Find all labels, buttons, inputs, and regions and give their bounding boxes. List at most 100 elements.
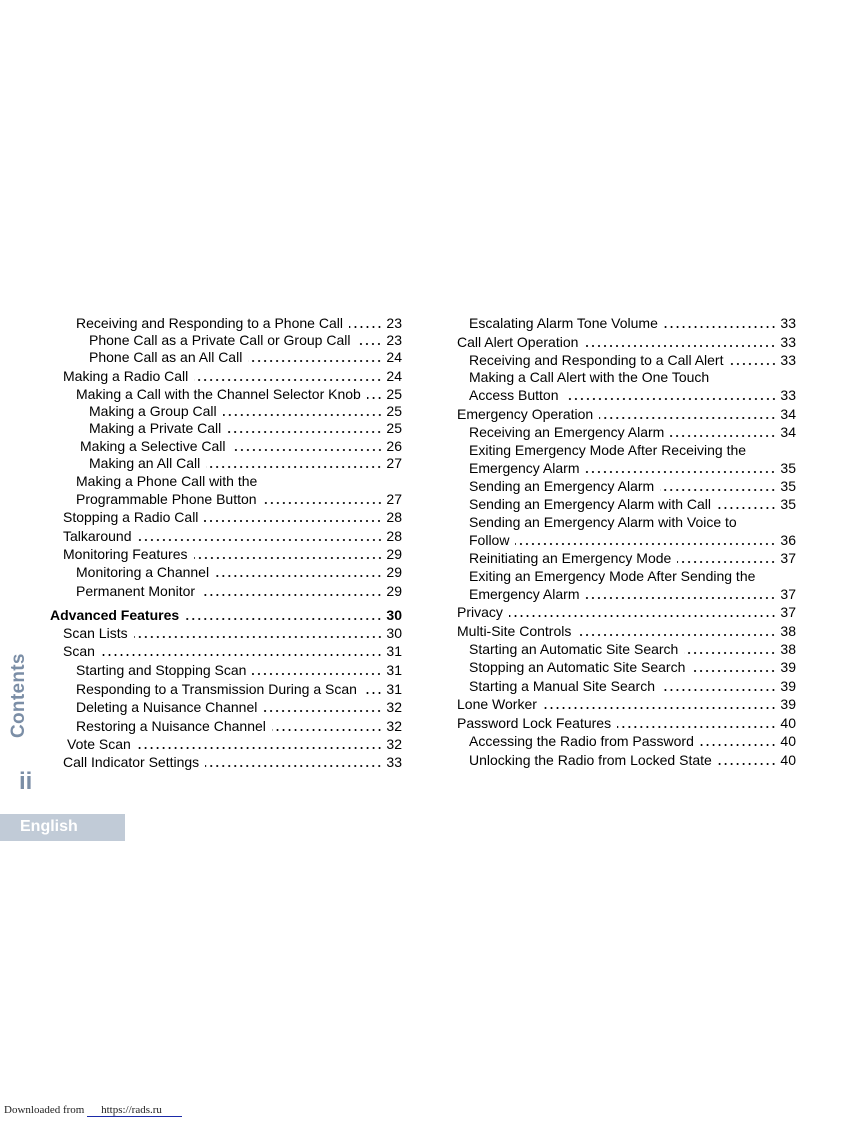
toc-entry[interactable]: Starting an Automatic Site Search 38 <box>469 641 796 658</box>
toc-entry[interactable]: Monitoring a Channel 29 <box>76 564 402 581</box>
toc-entry[interactable]: Phone Call as a Private Call or Group Ca… <box>89 332 402 349</box>
toc-entry[interactable]: Emergency Alarm 37 <box>469 586 796 603</box>
toc-entry[interactable]: Making a Selective Call 26 <box>80 438 402 455</box>
toc-entry[interactable]: Multi-Site Controls 38 <box>457 623 796 640</box>
dot-leader <box>263 699 383 716</box>
toc-entry[interactable]: Advanced Features 30 <box>50 607 402 624</box>
toc-entry-page: 25 <box>386 386 402 402</box>
toc-entry[interactable]: Making a Private Call 25 <box>89 420 402 437</box>
dot-leader <box>194 368 383 385</box>
toc-entry[interactable]: Emergency Operation 34 <box>457 406 796 423</box>
dot-leader <box>717 752 777 769</box>
dot-leader <box>136 736 383 753</box>
toc-entry[interactable]: Call Indicator Settings 33 <box>63 754 402 771</box>
toc-entry-title: Responding to a Transmission During a Sc… <box>76 681 357 697</box>
toc-entry[interactable]: Starting a Manual Site Search 39 <box>469 678 796 695</box>
toc-entry-title-line1[interactable]: Sending an Emergency Alarm with Voice to <box>469 514 737 530</box>
toc-entry[interactable]: Reinitiating an Emergency Mode 37 <box>469 550 796 567</box>
toc-entry[interactable]: Vote Scan 32 <box>67 736 402 753</box>
toc-entry-title: Starting and Stopping Scan <box>76 662 247 678</box>
toc-entry[interactable]: Sending an Emergency Alarm 35 <box>469 478 796 495</box>
toc-entry[interactable]: Talkaround 28 <box>63 528 402 545</box>
toc-entry-page: 31 <box>386 662 402 678</box>
toc-entry[interactable]: Escalating Alarm Tone Volume 33 <box>469 315 796 332</box>
toc-entry-title: Deleting a Nuisance Channel <box>76 699 258 715</box>
toc-entry-title-line1[interactable]: Exiting Emergency Mode After Receiving t… <box>469 442 747 458</box>
toc-entry-title-line1[interactable]: Making a Phone Call with the <box>76 473 258 489</box>
toc-entry-title: Advanced Features <box>50 607 180 623</box>
dot-leader <box>699 733 777 750</box>
toc-entry[interactable]: Stopping a Radio Call 28 <box>63 509 402 526</box>
dot-leader <box>717 496 777 513</box>
dot-leader <box>356 332 383 349</box>
language-tab: English <box>0 814 125 841</box>
toc-entry[interactable]: Access Button 33 <box>469 387 796 404</box>
toc-entry[interactable]: Privacy 37 <box>457 604 796 621</box>
toc-entry-page: 27 <box>386 455 402 471</box>
toc-entry-title: Scan Lists <box>63 625 128 641</box>
toc-entry-page: 40 <box>780 752 796 768</box>
dot-leader <box>729 352 777 369</box>
toc-entry-title: Multi-Site Controls <box>457 623 572 639</box>
toc-entry[interactable]: Permanent Monitor 29 <box>76 583 402 600</box>
toc-entry[interactable]: Making an All Call 27 <box>89 455 402 472</box>
dot-leader <box>691 659 777 676</box>
dot-leader <box>348 315 383 332</box>
toc-entry-page: 25 <box>386 403 402 419</box>
toc-entry[interactable]: Emergency Alarm 35 <box>469 460 796 477</box>
toc-entry[interactable]: Monitoring Features 29 <box>63 546 402 563</box>
toc-entry-title: Starting an Automatic Site Search <box>469 641 679 657</box>
toc-entry-page: 27 <box>386 491 402 507</box>
toc-entry[interactable]: Phone Call as an All Call 24 <box>89 349 402 366</box>
toc-entry[interactable]: Sending an Emergency Alarm with Call 35 <box>469 496 796 513</box>
toc-entry[interactable]: Receiving and Responding to a Call Alert… <box>469 352 796 369</box>
toc-entry[interactable]: Restoring a Nuisance Channel 32 <box>76 718 402 735</box>
toc-entry-title: Permanent Monitor <box>76 583 196 599</box>
toc-entry-page: 23 <box>386 332 402 348</box>
toc-entry-title-line1[interactable]: Making a Call Alert with the One Touch <box>469 369 710 385</box>
toc-entry[interactable]: Lone Worker 39 <box>457 696 796 713</box>
toc-entry-page: 29 <box>386 546 402 562</box>
dot-leader <box>617 715 777 732</box>
toc-entry-page: 26 <box>386 438 402 454</box>
toc-left-column: Receiving and Responding to a Phone Call… <box>50 0 402 1122</box>
toc-entry[interactable]: Accessing the Radio from Password 40 <box>469 733 796 750</box>
toc-entry-page: 33 <box>780 387 796 403</box>
toc-entry-page: 30 <box>386 607 402 623</box>
dot-leader <box>133 625 383 642</box>
toc-entry-title: Access Button <box>469 387 559 403</box>
toc-entry[interactable]: Programmable Phone Button 27 <box>76 491 402 508</box>
toc-entry[interactable]: Password Lock Features 40 <box>457 715 796 732</box>
toc-entry-title: Lone Worker <box>457 696 537 712</box>
toc-entry-title-line1[interactable]: Exiting an Emergency Mode After Sending … <box>469 568 756 584</box>
toc-entry-title: Sending an Emergency Alarm with Call <box>469 496 712 512</box>
toc-entry-title: Accessing the Radio from Password <box>469 733 694 749</box>
toc-entry-title: Call Indicator Settings <box>63 754 200 770</box>
dot-leader <box>366 386 383 403</box>
toc-entry[interactable]: Scan Lists 30 <box>63 625 402 642</box>
toc-entry[interactable]: Unlocking the Radio from Locked State 40 <box>469 752 796 769</box>
toc-entry[interactable]: Stopping an Automatic Site Search 39 <box>469 659 796 676</box>
toc-entry-page: 32 <box>386 736 402 752</box>
toc-entry[interactable]: Receiving and Responding to a Phone Call… <box>76 315 402 332</box>
toc-entry-title: Making a Radio Call <box>63 368 189 384</box>
toc-entry[interactable]: Making a Group Call 25 <box>89 403 402 420</box>
toc-entry-page: 35 <box>780 478 796 494</box>
toc-entry[interactable]: Follow 36 <box>469 532 796 549</box>
toc-entry-title: Making a Private Call <box>89 420 222 436</box>
toc-entry-title: Call Alert Operation <box>457 334 579 350</box>
toc-entry[interactable]: Making a Call with the Channel Selector … <box>76 386 402 403</box>
toc-entry[interactable]: Making a Radio Call 24 <box>63 368 402 385</box>
toc-entry-title: Emergency Operation <box>457 406 594 422</box>
toc-entry-page: 24 <box>386 349 402 365</box>
toc-entry[interactable]: Call Alert Operation 33 <box>457 334 796 351</box>
toc-entry-page: 32 <box>386 718 402 734</box>
toc-entry[interactable]: Deleting a Nuisance Channel 32 <box>76 699 402 716</box>
toc-entry[interactable]: Starting and Stopping Scan 31 <box>76 662 402 679</box>
toc-entry-page: 24 <box>386 368 402 384</box>
toc-entry-page: 39 <box>780 659 796 675</box>
toc-entry[interactable]: Scan 31 <box>63 643 402 660</box>
toc-entry[interactable]: Responding to a Transmission During a Sc… <box>76 681 402 698</box>
source-link[interactable]: https://rads.ru <box>87 1104 182 1117</box>
toc-entry[interactable]: Receiving an Emergency Alarm 34 <box>469 424 796 441</box>
